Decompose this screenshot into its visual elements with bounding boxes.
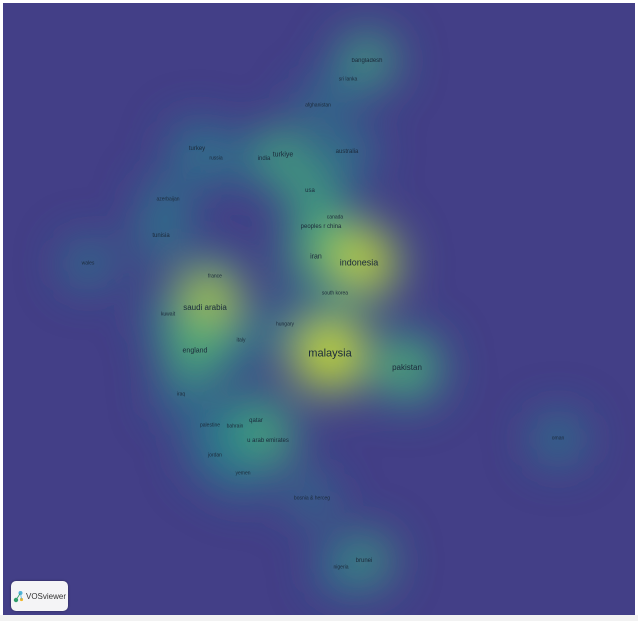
density-blob-wales (54, 230, 122, 298)
density-blob-russia (183, 126, 249, 192)
density-blob-oman (522, 403, 594, 475)
density-blob-nigeria (307, 534, 375, 602)
node-label-tunisia[interactable]: tunisia (152, 233, 170, 239)
node-label-sri-lanka[interactable]: sri lanka (338, 76, 358, 83)
density-blob-pakistan (359, 320, 455, 416)
node-label-iran[interactable]: iran (310, 253, 322, 261)
node-label-indonesia[interactable]: indonesia (339, 257, 379, 268)
node-label-qatar[interactable]: qatar (249, 418, 263, 424)
node-label-bangladesh[interactable]: bangladesh (351, 58, 383, 64)
node-label-saudi-arabia[interactable]: saudi arabia (183, 303, 227, 312)
density-blob-tunisia (125, 200, 197, 272)
density-blob-bosnia-herceg (279, 466, 345, 532)
node-label-peoples-r-china[interactable]: peoples r china (300, 224, 342, 230)
node-label-azerbaijan[interactable]: azerbaijan (156, 196, 180, 203)
node-label-russia[interactable]: russia (209, 155, 223, 162)
density-layer (54, 20, 594, 602)
node-label-afghanistan[interactable]: afghanistan (305, 102, 331, 109)
node-label-yemen[interactable]: yemen (235, 470, 251, 477)
node-label-pakistan[interactable]: pakistan (392, 363, 422, 372)
node-label-u-arab-emirates[interactable]: u arab emirates (247, 438, 289, 444)
node-label-usa[interactable]: usa (305, 188, 315, 194)
node-label-nigeria[interactable]: nigeria (333, 564, 349, 571)
node-label-england[interactable]: england (182, 347, 208, 355)
node-label-bosnia-herceg[interactable]: bosnia & herceg (293, 495, 331, 502)
density-map[interactable]: bangladesh sri lanka afghanistan australia t… (3, 3, 635, 615)
node-label-turkiye[interactable]: turkiye (272, 151, 294, 159)
node-label-india[interactable]: india (257, 156, 271, 162)
vosviewer-logo: VOSviewer (11, 581, 68, 611)
density-blob-yemen (209, 440, 277, 508)
node-label-wales[interactable]: wales (81, 260, 95, 267)
node-label-france[interactable]: france (208, 273, 222, 280)
vosviewer-logo-icon (13, 590, 24, 602)
node-label-jordan[interactable]: jordan (208, 452, 222, 459)
node-label-malaysia[interactable]: malaysia (308, 347, 352, 360)
node-label-bahrain[interactable]: bahrain (226, 423, 244, 430)
density-blob-malaysia (274, 298, 386, 410)
node-label-hungary[interactable]: hungary (275, 321, 295, 328)
node-label-south-korea[interactable]: south korea (321, 290, 349, 297)
node-label-iraq[interactable]: iraq (176, 391, 186, 398)
node-label-turkey[interactable]: turkey (188, 146, 206, 152)
node-label-canada[interactable]: canada (326, 214, 344, 221)
node-label-australia[interactable]: australia (335, 149, 359, 155)
node-label-italy[interactable]: italy (236, 337, 246, 344)
vosviewer-logo-text: VOSviewer (25, 591, 66, 601)
node-label-palestine[interactable]: palestine (199, 422, 221, 429)
node-label-brunei[interactable]: brunei (355, 558, 373, 564)
node-label-kuwait[interactable]: kuwait (160, 311, 176, 318)
node-label-oman[interactable]: oman (551, 435, 565, 442)
bottom-strip (0, 615, 638, 621)
